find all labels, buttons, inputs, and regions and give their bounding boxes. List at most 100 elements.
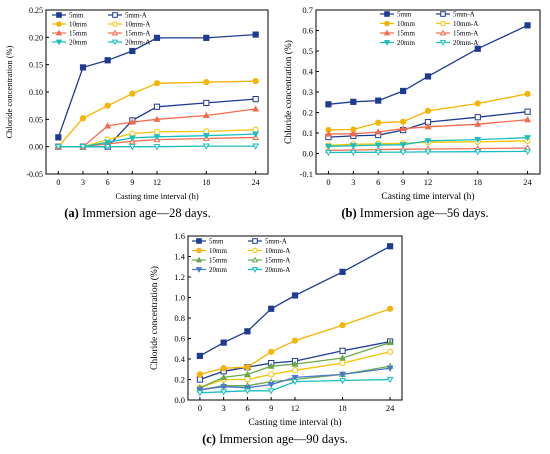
chart-c-data-point <box>244 328 251 335</box>
chart-c-xlabel: Casting time interval (h) <box>248 417 341 428</box>
chart-a-data-point <box>104 122 112 129</box>
chart-a-data-point <box>153 115 161 122</box>
chart-c-legend: 5mm 5mm-A 10mm 10mm-A 15mm 15mm-A 20mm 20mm-A <box>192 238 290 274</box>
chart-b-xtick-label: 0 <box>326 177 330 187</box>
chart-c-legend-label: 10mm-A <box>265 247 290 255</box>
chart-b-data-point <box>424 138 432 145</box>
chart-b-data-point <box>375 97 382 104</box>
chart-panel-b: -0.1 0.0 0.1 0.2 0.3 0.4 0.5 0.6 0.7 0 3 6 9 12 18 24 Ca… <box>282 2 548 202</box>
chart-b-data-point <box>350 98 357 105</box>
chart-a-legend-label: 20mm <box>69 39 87 47</box>
chart-a-data-point <box>202 143 210 150</box>
caption-b-text: Immersion age—56 days. <box>359 206 489 220</box>
chart-c-data-point <box>243 370 251 377</box>
caption-c: (c) Immersion age—90 days. <box>140 432 410 447</box>
chart-a-data-point <box>252 105 260 112</box>
chart-c-ytick-label: 1.2 <box>174 272 185 282</box>
chart-b-data-point <box>374 142 382 149</box>
chart-b-data-point <box>325 101 332 108</box>
chart-b-legend-swatch-marker <box>384 20 390 27</box>
caption-a-label: (a) <box>64 206 79 220</box>
chart-c-data-point <box>243 388 251 395</box>
chart-b-data-point <box>424 107 432 114</box>
chart-c-data-point <box>339 377 347 385</box>
chart-c-legend-swatch-marker <box>196 247 202 254</box>
chart-a-legend-swatch-marker <box>112 21 118 27</box>
chart-a-legend-label: 15mm-A <box>125 30 150 38</box>
chart-c-legend-label: 15mm <box>209 257 227 265</box>
chart-b-ytick-label: 0.7 <box>302 5 313 15</box>
chart-c-data-point <box>243 385 251 392</box>
chart-a-data-point <box>54 144 62 151</box>
chart-a-data-point <box>153 34 161 41</box>
chart-a-legend-swatch-marker <box>111 39 119 46</box>
chart-b-data-point <box>474 45 481 52</box>
chart-a-ylabel: Chloride concentration (%) <box>4 45 14 138</box>
chart-c-xtick-label: 6 <box>245 403 249 413</box>
chart-b-data-point <box>374 128 382 135</box>
chart-c-data-point <box>268 305 275 312</box>
chart-a-data-point <box>104 102 111 109</box>
chart-b-data-point <box>524 90 531 97</box>
chart-a-legend-label: 5mm <box>69 12 84 20</box>
chart-b-ytick-label: 0.5 <box>302 46 313 56</box>
chart-a-xtick-label: 0 <box>56 178 60 187</box>
chart-a-xtick-label: 3 <box>81 178 85 187</box>
chart-c-xtick-label: 0 <box>198 403 202 413</box>
chart-a-legend-swatch-marker <box>112 12 118 18</box>
chart-a-xtick-label: 12 <box>153 178 161 187</box>
chart-c-data-point <box>387 348 394 355</box>
chart-b-data-point <box>349 143 357 150</box>
chart-b-data-point <box>399 142 407 149</box>
chart-b-data-point <box>349 130 357 137</box>
chart-c-data-point <box>291 360 299 367</box>
chart-a-data-point <box>252 96 259 103</box>
chart-c-legend-swatch-marker <box>196 238 202 244</box>
chart-c-data-point <box>268 371 275 378</box>
chart-b-series-15mm <box>324 116 532 137</box>
chart-a-legend-swatch-marker <box>56 12 62 18</box>
chart-c-data-point <box>196 371 203 378</box>
chart-a-data-point <box>153 144 161 151</box>
chart-c-data-point <box>220 389 228 396</box>
chart-c-data-point <box>291 337 299 344</box>
chart-b-series-20mm <box>324 135 532 150</box>
chart-b-data-point <box>474 136 482 144</box>
chart-c-ytick-label: 1.6 <box>174 231 185 241</box>
chart-a-data-point <box>203 99 210 107</box>
caption-b-label: (b) <box>341 206 357 220</box>
chart-a-ytick-label: -0.05 <box>26 170 43 179</box>
chart-a-data-point <box>252 31 259 38</box>
chart-c-ylabel: Chloride concentration (%) <box>149 266 160 370</box>
chart-b-data-point <box>324 143 332 150</box>
chart-a-data-point <box>202 111 210 119</box>
chart-c-data-point <box>291 292 299 299</box>
chart-a-data-point <box>202 133 210 140</box>
chart-b-xtick-label: 3 <box>351 177 355 187</box>
chart-c-data-point <box>291 367 299 374</box>
chart-a-data-point <box>129 47 136 55</box>
chart-b-legend-swatch-marker <box>383 40 391 46</box>
chart-a-data-point <box>104 139 112 146</box>
chart-c-legend-swatch-marker <box>251 256 259 263</box>
chart-c-data-point <box>386 376 394 384</box>
chart-a-legend-swatch-marker <box>55 29 63 36</box>
chart-c-data-point <box>339 371 347 379</box>
chart-c-data-point <box>291 378 299 386</box>
chart-b-xtick-label: 6 <box>376 177 380 187</box>
chart-b-ytick-label: 0.1 <box>302 128 313 138</box>
chart-a-data-point <box>203 79 210 86</box>
chart-a-data-point <box>153 80 161 87</box>
chart-a-ytick-label: 0.05 <box>29 115 43 124</box>
chart-b-data-point <box>400 87 407 95</box>
chart-c-legend-label: 20mm <box>209 266 227 274</box>
chart-c-ytick-label: 0.2 <box>174 375 185 385</box>
caption-c-label: (c) <box>202 432 216 446</box>
chart-c-data-point <box>291 374 299 382</box>
chart-a-xlabel: Casting time interval (h) <box>115 191 198 201</box>
chart-c-data-point <box>268 348 275 355</box>
chart-c-data-point <box>387 305 394 312</box>
chart-c-legend-swatch-marker <box>195 267 203 273</box>
chart-a-data-point <box>128 118 136 125</box>
chart-b-legend-label: 15mm-A <box>453 30 478 38</box>
